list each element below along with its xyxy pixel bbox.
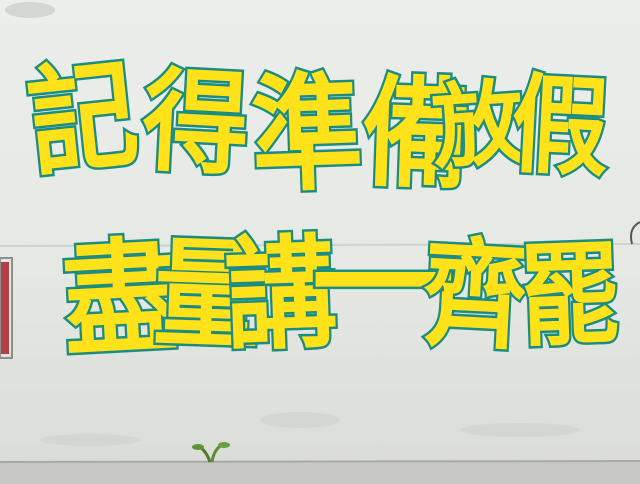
ground-edge: [0, 460, 640, 463]
graffiti-char-1-1: 記: [19, 42, 146, 195]
right-edge-cable: [630, 221, 640, 245]
graffiti-char-2-6: 罷: [515, 227, 625, 365]
graffiti-char-2-4: 一: [309, 209, 458, 361]
graffiti-char-2-5: 齊: [417, 221, 533, 369]
ground-strip: [0, 462, 640, 484]
graffiti-char-1-2: 得: [137, 54, 255, 194]
left-wall-fixture: [0, 262, 9, 354]
graffiti-line-2: 盡 量 講 一 齊 罷: [0, 218, 640, 418]
left-wall-fixture-frame: [0, 257, 13, 359]
graffiti-char-1-3: 準: [247, 57, 368, 212]
weed-sprout: [192, 442, 230, 463]
wall-stains: [5, 2, 580, 446]
wall-seam-line: [0, 243, 640, 247]
graffiti-char-1-6: 假: [506, 60, 614, 195]
